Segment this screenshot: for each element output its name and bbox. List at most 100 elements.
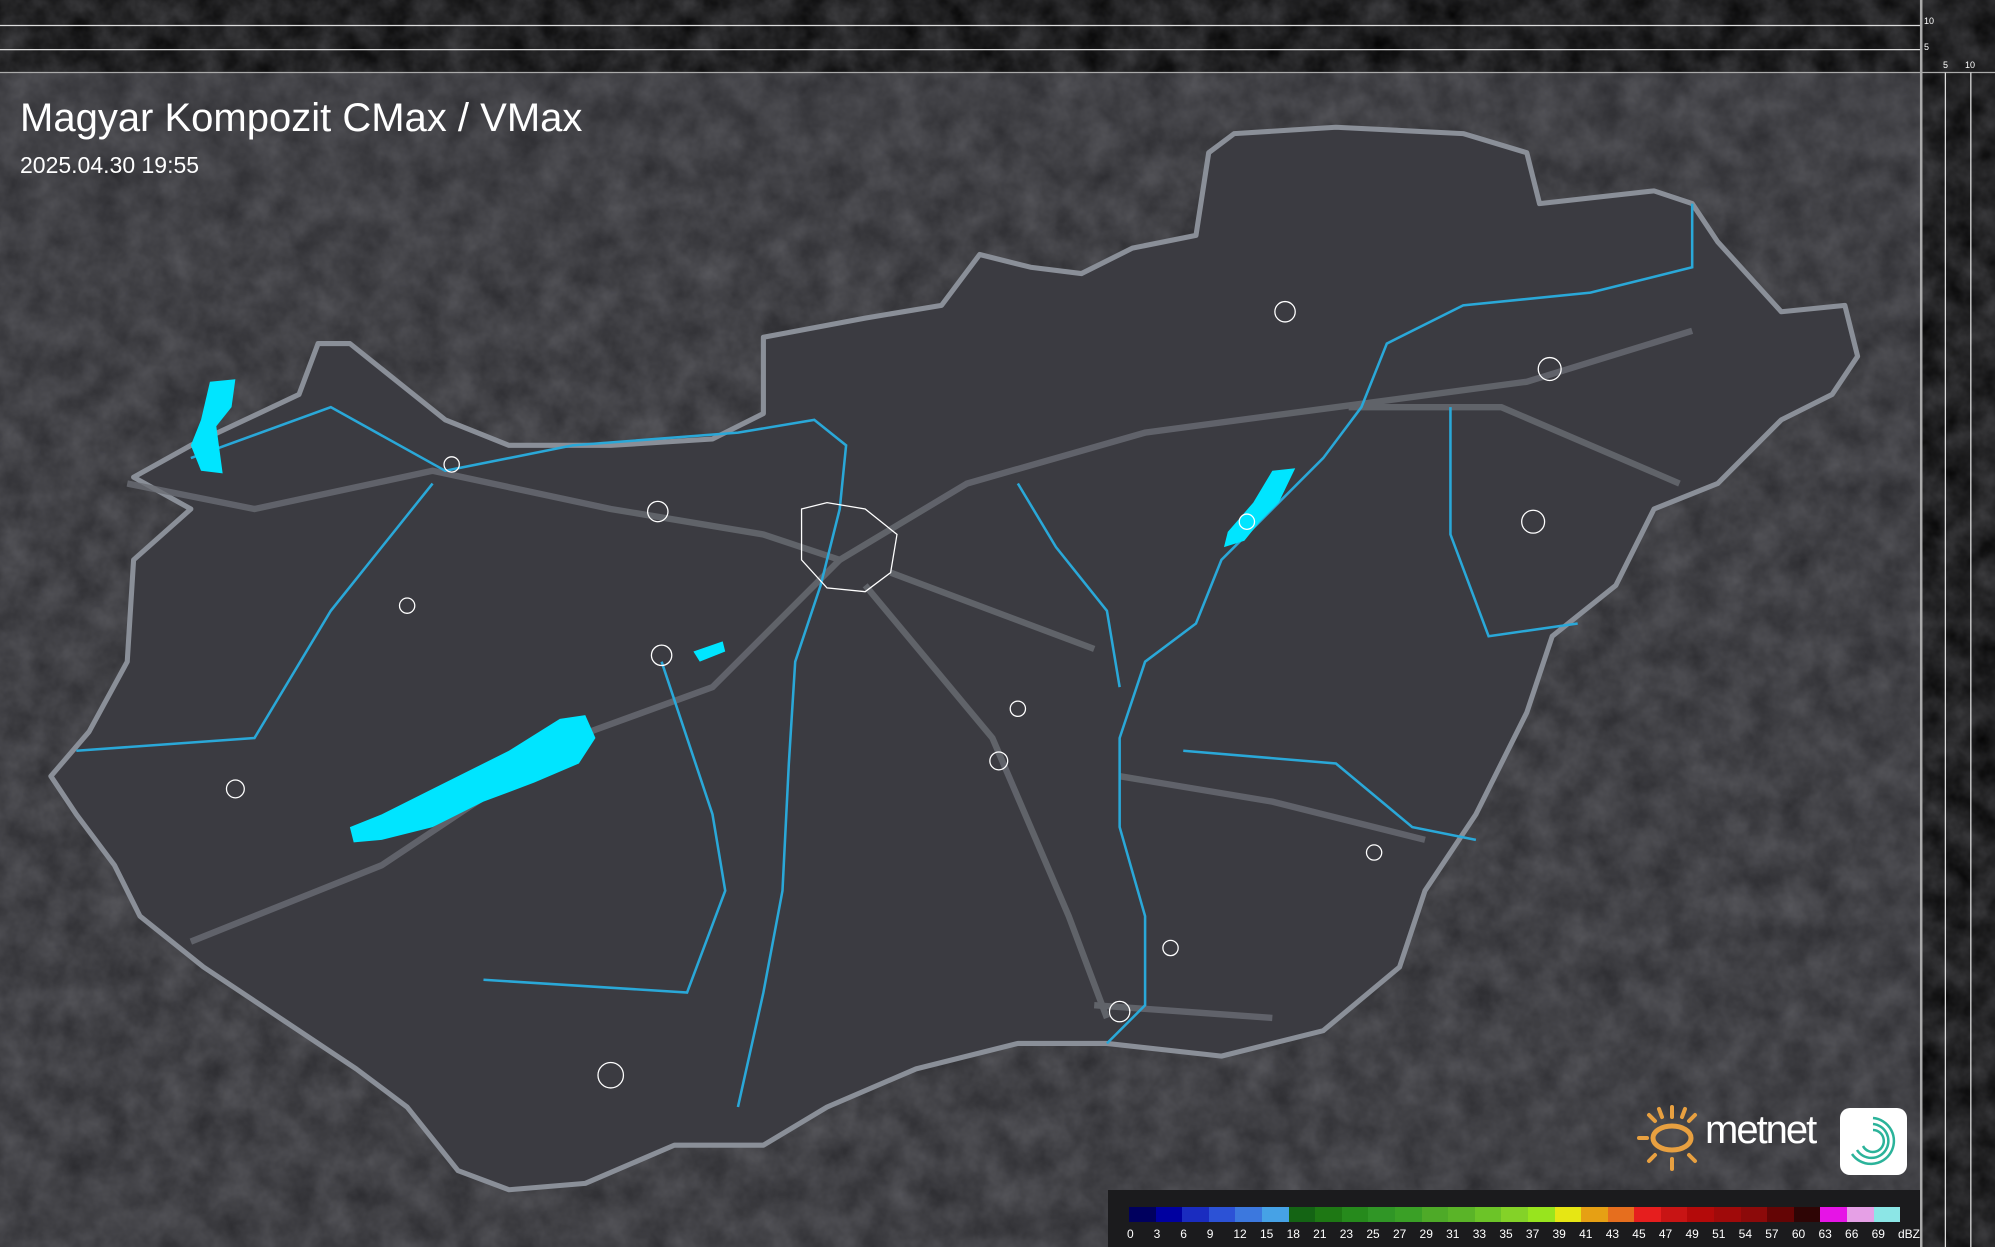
legend-label: 69 [1871, 1227, 1885, 1241]
legend-label: 63 [1818, 1227, 1832, 1241]
legend-swatch [1501, 1207, 1528, 1222]
legend-swatch [1581, 1207, 1608, 1222]
legend-swatch [1687, 1207, 1715, 1222]
legend-swatch [1714, 1207, 1741, 1222]
legend-cell: 33 [1473, 1207, 1502, 1241]
legend-cell: 31 [1446, 1207, 1475, 1241]
tisza-river [1106, 203, 1694, 1045]
legend-unit: dBZ [1898, 1227, 1921, 1241]
legend-swatch [1474, 1207, 1502, 1222]
legend-label: 60 [1791, 1227, 1806, 1241]
legend-cell: 25 [1366, 1207, 1395, 1241]
legend-label: 9 [1206, 1227, 1214, 1241]
legend-cell: 66 [1845, 1207, 1874, 1241]
hungary-outline [48, 124, 1861, 1193]
legend-label: 18 [1286, 1227, 1300, 1241]
metnet-logo-text: metnet [1705, 1108, 1817, 1152]
legend-label: 43 [1605, 1227, 1620, 1241]
legend-cell: 49 [1685, 1207, 1715, 1241]
legend-swatch [1740, 1207, 1768, 1222]
legend-swatch [1607, 1207, 1635, 1222]
scale-tick: 5 [1924, 42, 1930, 52]
lake-balaton [349, 715, 596, 843]
legend-label: 29 [1419, 1227, 1433, 1241]
legend-cell: 21 [1313, 1207, 1342, 1241]
legend-swatch [1261, 1207, 1289, 1222]
legend-cell: 0 [1127, 1207, 1156, 1241]
legend-swatch [1448, 1207, 1475, 1222]
legend-swatch [1155, 1207, 1183, 1222]
settlement-outlines [225, 300, 1562, 1089]
legend-swatch [1527, 1207, 1555, 1222]
legend-swatch [1554, 1207, 1582, 1222]
legend-cell: 9 [1207, 1207, 1236, 1241]
roads [126, 327, 1694, 1022]
legend-cell: 29 [1420, 1207, 1449, 1241]
legend-label: 0 [1127, 1227, 1134, 1241]
legend-swatch [1235, 1207, 1262, 1222]
legend-label: 12 [1233, 1227, 1247, 1241]
legend-cell: 18 [1287, 1207, 1316, 1241]
legend-swatch [1847, 1207, 1874, 1222]
legend-cell: 45 [1632, 1207, 1661, 1241]
legend-cell: 15 [1260, 1207, 1289, 1241]
legend-label: 27 [1392, 1227, 1407, 1241]
legend-swatch [1129, 1207, 1156, 1222]
legend-swatch [1634, 1207, 1661, 1222]
legend-cell: 47 [1659, 1207, 1688, 1241]
legend-label: 35 [1499, 1227, 1513, 1241]
rivers [76, 203, 1694, 1108]
legend-label: 31 [1446, 1227, 1460, 1241]
legend-label: 33 [1472, 1227, 1487, 1241]
legend-swatch [1421, 1207, 1449, 1222]
legend-cell: 43 [1606, 1207, 1635, 1241]
scale-tick: 5 [1943, 60, 1949, 70]
legend-label: 39 [1552, 1227, 1566, 1241]
legend-label: 41 [1579, 1227, 1593, 1241]
legend-cell: 35 [1499, 1207, 1528, 1241]
map-timestamp: 2025.04.30 19:55 [20, 152, 200, 178]
legend-swatch [1793, 1207, 1821, 1222]
legend-label: 15 [1259, 1227, 1274, 1241]
scale-tick: 10 [1965, 60, 1976, 70]
legend-swatch [1820, 1207, 1848, 1222]
legend-cell: 60 [1792, 1207, 1821, 1241]
legend-label: 54 [1738, 1227, 1753, 1241]
lake-neusiedl [190, 379, 236, 474]
legend-swatch [1660, 1207, 1688, 1222]
map-title: Magyar Kompozit CMax / VMax [20, 96, 583, 140]
legend-label: 3 [1153, 1227, 1161, 1241]
legend-cell: 69 [1872, 1207, 1901, 1241]
legend-cell: 37 [1526, 1207, 1555, 1241]
legend-label: 51 [1712, 1227, 1726, 1241]
legend-swatch [1767, 1207, 1794, 1222]
metnet-app-icon [1840, 1108, 1907, 1175]
legend-cell: 3 [1154, 1207, 1183, 1241]
scale-tick: 10 [1924, 16, 1935, 26]
legend-label: 23 [1339, 1227, 1354, 1241]
legend-swatch [1394, 1207, 1422, 1222]
legend-cell: 27 [1393, 1207, 1422, 1241]
legend-label: 49 [1685, 1227, 1699, 1241]
legend-label: 47 [1658, 1227, 1673, 1241]
legend-cell: 51 [1712, 1207, 1741, 1241]
legend-swatch [1341, 1207, 1369, 1222]
legend-cell: 39 [1553, 1207, 1582, 1241]
dbz-color-legend: 0 3 6 9 12 15 18 21 23 25 27 29 31 33 35 37 39 41 43 45 47 49… [1108, 1190, 1920, 1247]
legend-label: 57 [1765, 1227, 1779, 1241]
legend-label: 6 [1180, 1227, 1187, 1241]
legend-label: 37 [1525, 1227, 1540, 1241]
legend-swatch [1288, 1207, 1316, 1222]
legend-swatch [1873, 1207, 1901, 1222]
legend-cell: 57 [1765, 1207, 1794, 1241]
legend-cell: 63 [1818, 1207, 1848, 1241]
danube-river [190, 405, 848, 1108]
legend-swatch [1182, 1207, 1209, 1222]
legend-cell: 12 [1233, 1207, 1262, 1241]
legend-label: 45 [1632, 1227, 1646, 1241]
lake-velence [693, 641, 726, 662]
legend-cell: 6 [1180, 1207, 1209, 1241]
legend-label: 25 [1366, 1227, 1380, 1241]
